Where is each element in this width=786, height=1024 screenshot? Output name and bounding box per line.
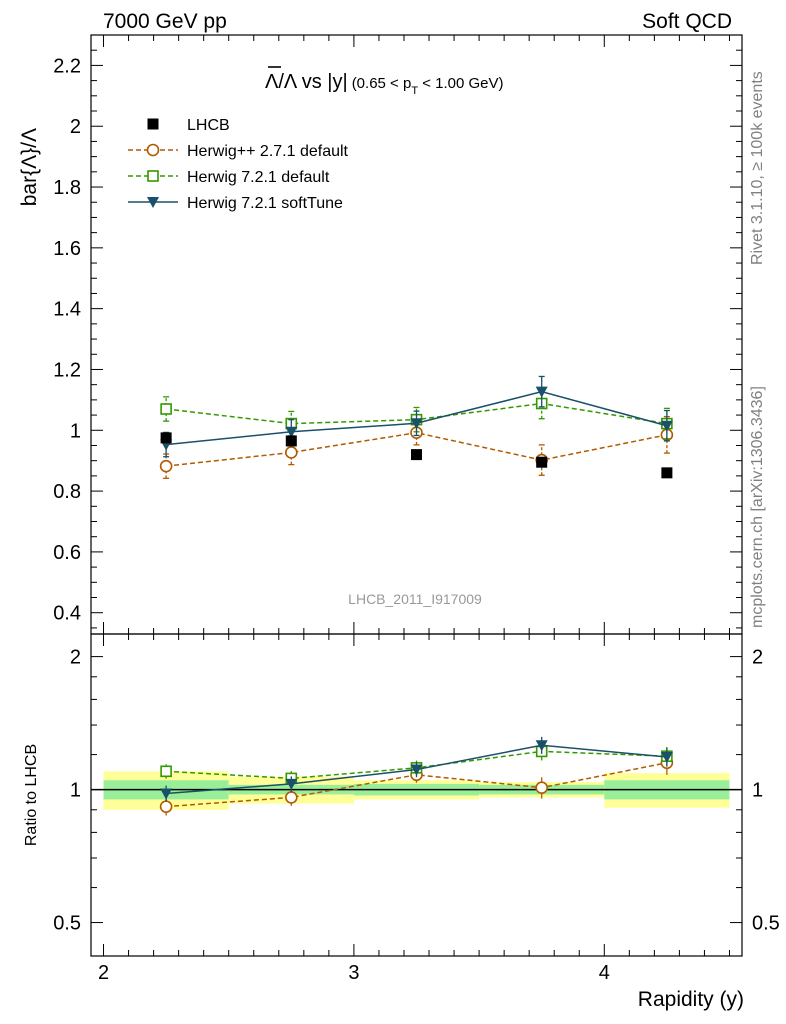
header-left: 7000 GeV pp [103, 10, 227, 33]
main-panel: 0.4 0.6 0.8 1 1.2 1.4 1.6 1.8 2 2.2 [53, 34, 743, 635]
legend-label: Herwig++ 2.7.1 default [187, 143, 349, 160]
rivet-label: Rivet 3.1.10, ≥ 100k events [749, 71, 766, 265]
square-marker [160, 403, 172, 415]
x-tick-label: 2 [98, 962, 109, 984]
plot-title: Λ/Λ vs |y| (0.65 < pT < 1.00 GeV) [265, 71, 504, 97]
data-marker [536, 456, 548, 468]
y-tick-label: 0.8 [53, 481, 81, 503]
circle-marker [159, 459, 173, 473]
triangle-marker [535, 740, 548, 752]
x-tick-label: 3 [348, 962, 359, 984]
circle-marker [146, 143, 160, 157]
ratio-y-tick-label: 0.5 [53, 913, 81, 935]
title-cut-end: < 1.00 GeV) [418, 75, 503, 92]
circle-marker [159, 800, 173, 813]
legend-label-data: LHCB [187, 117, 230, 134]
title-cut-sub: T [411, 85, 418, 97]
analysis-watermark: LHCB_2011_I917009 [348, 591, 482, 607]
ratio-y-axis-label: Ratio to LHCB [23, 744, 40, 846]
data-marker [661, 467, 673, 479]
data-marker [285, 435, 297, 447]
title-cut: (0.65 < p [352, 75, 412, 92]
y-tick-label: 1 [70, 420, 81, 442]
legend-label: Herwig 7.2.1 default [187, 169, 330, 186]
circle-marker [535, 781, 548, 794]
square-marker [147, 170, 159, 182]
x-tick-label: 4 [599, 962, 610, 984]
y-tick-label: 1.4 [53, 299, 81, 321]
legend-label: Herwig 7.2.1 softTune [187, 195, 343, 212]
y-tick-label: 1.8 [53, 177, 81, 199]
header-right: Soft QCD [642, 10, 732, 33]
y-tick-label: 2.2 [53, 55, 81, 77]
ratio-y-tick-label: 1 [70, 780, 81, 802]
triangle-marker [410, 418, 423, 430]
source-label: mcplots.cern.ch [arXiv:1306.3436] [749, 386, 766, 628]
x-axis-label: Rapidity (y) [638, 988, 744, 1011]
ratio-panel: 2 3 4 0.5 0.5 1 1 2 2 [53, 35, 780, 984]
legend: LHCB Herwig++ 2.7.1 default Herwig 7.2.1 d… [128, 117, 349, 212]
triangle-marker [285, 778, 298, 790]
ratio-frame [90, 633, 743, 957]
y-tick-label: 0.4 [53, 603, 81, 625]
data-marker [411, 449, 422, 461]
data-marker [147, 118, 159, 130]
title-main: Λ/Λ vs |y| [265, 71, 348, 93]
y-tick-label: 1.2 [53, 359, 81, 381]
circle-marker [285, 791, 298, 804]
square-marker [160, 765, 172, 778]
y-tick-label: 0.6 [53, 542, 81, 564]
ratio-y-tick-label-right: 0.5 [752, 913, 780, 935]
triangle-marker [535, 386, 548, 398]
data-marker [160, 432, 172, 444]
y-axis-label: bar{Λ}/Λ [18, 128, 41, 206]
ratio-y-tick-label-right: 2 [752, 647, 763, 669]
ratio-y-tick-label-right: 1 [752, 780, 763, 802]
triangle-marker [160, 788, 173, 800]
triangle-marker [147, 197, 159, 208]
triangle-marker [660, 752, 673, 764]
circle-marker [285, 446, 298, 459]
ratio-y-tick-label: 2 [70, 647, 81, 669]
triangle-marker [410, 764, 423, 776]
triangle-marker [660, 420, 673, 432]
y-tick-label: 1.6 [53, 238, 81, 260]
y-tick-label: 2 [70, 116, 81, 138]
triangle-marker [285, 426, 298, 438]
